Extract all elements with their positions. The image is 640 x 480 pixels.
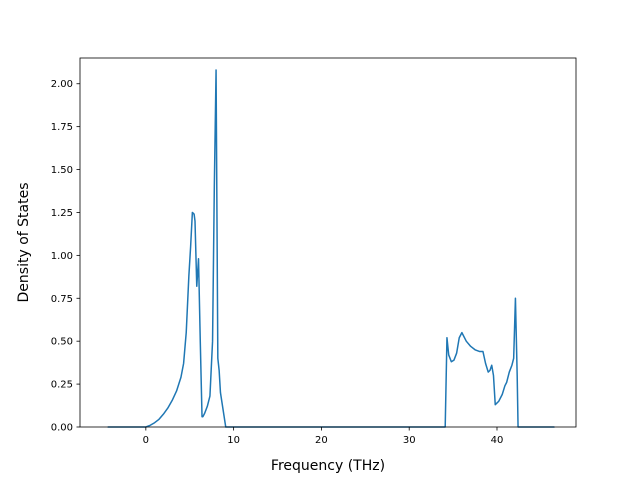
- dos-series-line-0: [107, 69, 555, 428]
- plot-area: [107, 69, 555, 428]
- x-tick-label: 30: [403, 435, 416, 446]
- y-tick-label: 1.75: [51, 122, 73, 133]
- y-tick-label: 0.00: [51, 423, 73, 434]
- y-axis: 0.00 0.25 0.50 0.75 1.00 1.25 1.50 1.75 2.00: [51, 79, 80, 434]
- y-axis-label: Density of States: [16, 183, 32, 303]
- y-tick-label: 1.25: [51, 208, 73, 219]
- axes-frame: [79, 57, 577, 428]
- x-tick-label: 0: [143, 435, 149, 446]
- y-tick-label: 1.00: [51, 251, 73, 262]
- y-tick-label: 0.50: [51, 337, 73, 348]
- x-tick-label: 20: [315, 435, 328, 446]
- y-tick-label: 1.50: [51, 165, 73, 176]
- x-tick-label: 10: [227, 435, 240, 446]
- y-tick-label: 0.75: [51, 294, 73, 305]
- x-tick-label: 40: [491, 435, 504, 446]
- x-axis-label: Frequency (THz): [271, 458, 385, 474]
- x-axis: 0 10 20 30 40: [143, 427, 504, 446]
- y-tick-label: 2.00: [51, 79, 73, 90]
- y-tick-label: 0.25: [51, 380, 73, 391]
